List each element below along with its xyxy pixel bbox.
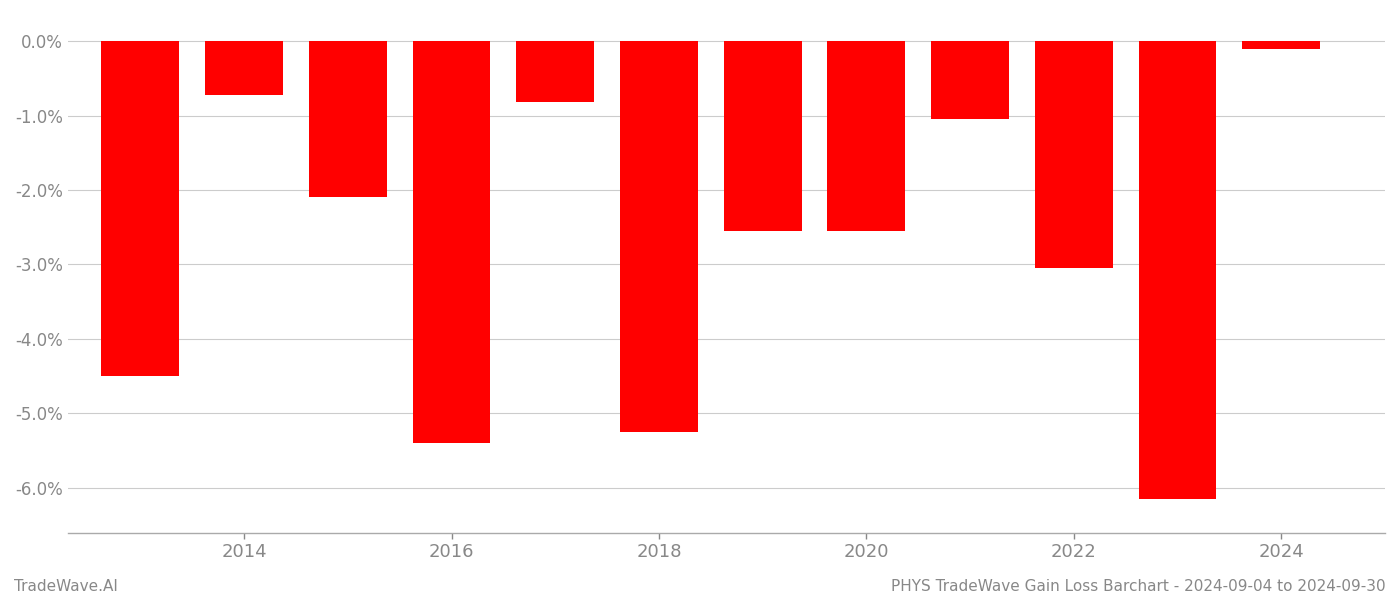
- Text: TradeWave.AI: TradeWave.AI: [14, 579, 118, 594]
- Bar: [1035, 41, 1113, 268]
- Bar: [724, 41, 802, 231]
- Bar: [517, 41, 594, 102]
- Bar: [620, 41, 697, 432]
- Bar: [413, 41, 490, 443]
- Bar: [309, 41, 386, 197]
- Bar: [1138, 41, 1217, 499]
- Bar: [1242, 41, 1320, 49]
- Bar: [827, 41, 906, 231]
- Bar: [206, 41, 283, 95]
- Bar: [101, 41, 179, 376]
- Text: PHYS TradeWave Gain Loss Barchart - 2024-09-04 to 2024-09-30: PHYS TradeWave Gain Loss Barchart - 2024…: [892, 579, 1386, 594]
- Bar: [931, 41, 1009, 119]
